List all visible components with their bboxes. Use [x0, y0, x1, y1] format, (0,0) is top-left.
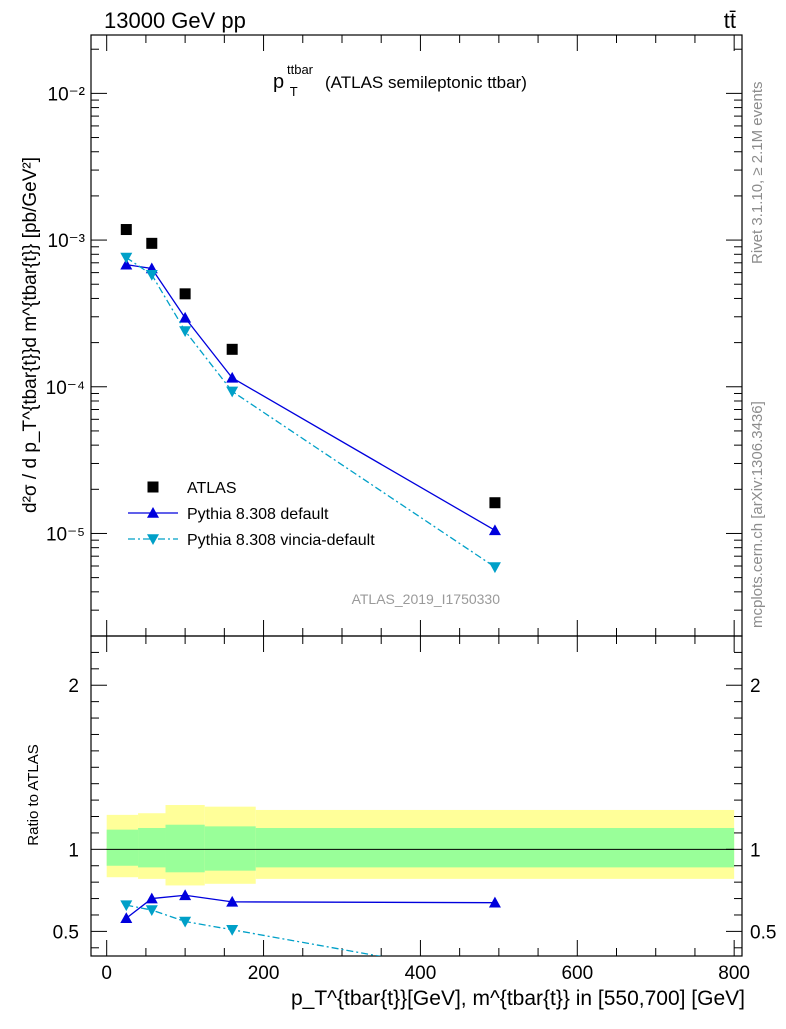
data-point-pythia-8-308-default-4	[488, 896, 501, 908]
data-point-pythia-8-308-default-3	[226, 895, 239, 907]
data-point-atlas-4	[489, 497, 501, 509]
ratio-y-tick-label: 2	[68, 676, 79, 697]
ratio-line-pythia-8-308-vincia-default	[126, 904, 383, 956]
ratio-y-tick-label-right: 2	[750, 676, 761, 697]
data-point-pythia-8-308-vincia-default-legend	[147, 534, 159, 545]
x-tick-label: 0	[101, 963, 112, 984]
legend-label: Pythia 8.308 vincia-default	[187, 532, 375, 549]
y-tick-label: 10⁻⁵	[46, 524, 85, 545]
main-panel: 10⁻⁵ 10⁻⁴ 10⁻³ 10⁻²	[46, 34, 743, 637]
data-point-pythia-8-308-default-0	[120, 912, 133, 924]
data-point-atlas-1	[146, 237, 158, 249]
ratio-y-tick-label: 0.5	[53, 922, 79, 943]
uncertainty-band-green	[106, 829, 139, 866]
y-tick-label: 10⁻³	[48, 231, 86, 252]
main-title-rest: (ATLAS semileptonic ttbar)	[325, 73, 527, 92]
data-point-pythia-8-308-default-1	[145, 892, 158, 904]
data-point-pythia-8-308-default-4	[488, 524, 501, 536]
uncertainty-band-green	[204, 826, 256, 871]
data-point-pythia-8-308-vincia-default-4	[488, 562, 501, 574]
data-point-pythia-8-308-default-3	[226, 371, 239, 383]
data-point-pythia-8-308-default-2	[179, 889, 192, 901]
data-point-atlas-3	[226, 343, 238, 355]
analysis-watermark: ATLAS_2019_I1750330	[352, 591, 501, 607]
ratio-y-tick-label-right: 1	[750, 840, 761, 861]
uncertainty-band-green	[255, 828, 735, 868]
series-line-pythia-8-308-default	[126, 263, 496, 531]
rivet-label: Rivet 3.1.10, ≥ 2.1M events	[749, 82, 766, 265]
uncertainty-band-green	[165, 824, 205, 873]
process-label: tt̄	[724, 8, 736, 33]
main-title: p T ttbar (ATLAS semileptonic ttbar)	[273, 57, 527, 101]
y-tick-label: 10⁻²	[48, 84, 86, 105]
data-point-pythia-8-308-vincia-default-2	[179, 916, 192, 928]
ratio-y-tick-label: 1	[68, 840, 79, 861]
main-title-p: p	[273, 71, 284, 93]
uncertainty-band-green	[138, 828, 166, 868]
data-point-pythia-8-308-vincia-default-0	[120, 252, 133, 264]
ratio-frame	[90, 635, 743, 957]
y-axis-label-main: d²σ / d p_T^{tbar{t}}d m^{tbar{t}} [pb/G…	[20, 157, 41, 513]
legend: ATLAS Pythia 8.308 default Pythia 8.308 vi…	[128, 480, 375, 549]
x-tick-label: 400	[405, 963, 437, 984]
x-tick-label: 600	[561, 963, 593, 984]
main-frame	[90, 34, 743, 637]
x-tick-label: 200	[248, 963, 280, 984]
site-label: mcplots.cern.ch [arXiv:1306.3436]	[749, 401, 766, 628]
data-point-atlas-0	[120, 224, 132, 236]
data-point-pythia-8-308-default-0	[120, 258, 133, 270]
data-point-pythia-8-308-vincia-default-1	[145, 905, 158, 917]
data-point-pythia-8-308-vincia-default-1	[145, 269, 158, 281]
ratio-panel: 0.5 0.5 1 1 2 2 0 200 400 600 800	[53, 635, 776, 984]
data-point-pythia-8-308-vincia-default-2	[179, 326, 192, 337]
ratio-series-group	[120, 889, 501, 956]
energy-label: 13000 GeV pp	[104, 8, 246, 33]
data-point-pythia-8-308-default-2	[179, 311, 192, 323]
ratio-y-tick-label-right: 0.5	[750, 922, 776, 943]
y-tick-label: 10⁻⁴	[46, 378, 85, 399]
main-title-sup: ttbar	[287, 62, 314, 77]
x-tick-label: 800	[718, 963, 750, 984]
data-point-pythia-8-308-vincia-default-3	[226, 386, 239, 398]
main-title-sub: T	[290, 84, 298, 99]
y-axis-label-ratio: Ratio to ATLAS	[25, 744, 42, 845]
data-point-atlas-legend	[147, 481, 159, 493]
legend-label: Pythia 8.308 default	[187, 506, 329, 523]
data-point-pythia-8-308-default-legend	[147, 507, 159, 518]
data-point-pythia-8-308-vincia-default-3	[226, 924, 239, 936]
legend-label: ATLAS	[187, 480, 237, 497]
data-point-pythia-8-308-vincia-default-0	[120, 900, 133, 912]
data-point-atlas-2	[179, 288, 191, 300]
x-axis-label: p_T^{tbar{t}}[GeV], m^{tbar{t}} in [550,…	[291, 987, 745, 1010]
